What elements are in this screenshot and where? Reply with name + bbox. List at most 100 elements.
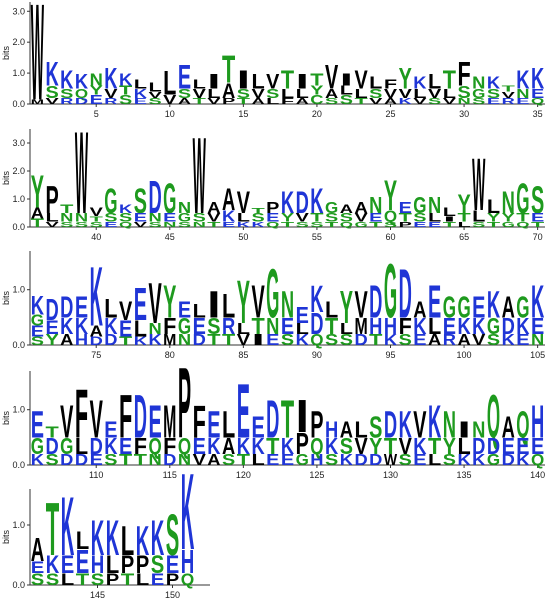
logo-letter: V (237, 185, 250, 220)
logo-letter: A (207, 200, 220, 217)
x-tick-label: 50 (238, 232, 248, 242)
logo-letter: L (472, 208, 486, 225)
logo-letter: V (443, 96, 457, 106)
logo-letter: D (384, 403, 397, 446)
logo-letter: L (251, 69, 264, 94)
logo-letter: T (531, 220, 544, 229)
logo-letter: S (178, 86, 191, 100)
logo-letter: D (193, 332, 206, 349)
logo-letter: P (166, 571, 180, 590)
logo-letter: E (266, 332, 279, 349)
logo-letter: Y (384, 172, 397, 220)
logo-letter: P (136, 551, 150, 579)
y-tick-label: 1.0 (12, 68, 25, 78)
logo-letter: K (310, 277, 323, 320)
logo-letter: E (166, 551, 180, 579)
logo-letter: E (134, 211, 147, 224)
logo-letter: N (443, 403, 456, 446)
logo-letter: E (119, 316, 132, 342)
logo-letter: V (207, 96, 221, 106)
logo-letter: E (193, 434, 206, 460)
logo-letter: L (134, 316, 147, 342)
logo-letter: A (354, 200, 367, 217)
logo-letter: F (281, 96, 294, 106)
logo-letter: L (413, 86, 426, 100)
logo-letter: Q (531, 96, 544, 106)
logo-letter: T (384, 434, 397, 460)
logo-letter: L (443, 86, 456, 100)
logo-letter: N (148, 452, 161, 469)
x-tick-label: 150 (165, 590, 180, 600)
logo-letter: S (384, 220, 397, 229)
logo-letter: G (163, 175, 176, 223)
x-tick-label: 15 (238, 109, 248, 119)
logo-letter: L (340, 83, 353, 97)
logo-letter: K (340, 452, 353, 469)
logo-letter: L (75, 434, 88, 460)
logo-letter: F (119, 381, 132, 450)
logo-letter: T (45, 424, 59, 441)
logo-letter: E (502, 434, 515, 460)
logo-letter: F (193, 395, 206, 447)
logo-letter: G (325, 200, 338, 217)
y-tick-label: 1.0 (12, 405, 25, 415)
logo-letter: K (90, 250, 103, 344)
logo-letter: N (90, 71, 103, 90)
logo-letter: P (121, 551, 135, 579)
logo-letter: G (502, 220, 515, 229)
logo-letter: V (354, 283, 367, 326)
logo-letter: V (472, 332, 486, 349)
logo-letter: V (148, 90, 162, 100)
logo-letter: Y (399, 61, 413, 95)
logo-letter: K (384, 332, 397, 349)
logo-letter: Q (148, 434, 161, 460)
logo-letter: Y (237, 267, 250, 336)
logo-letter: D (354, 332, 367, 349)
logo-letter: N (516, 86, 529, 100)
logo-letter: L (237, 211, 251, 224)
logo-letter: Q (487, 381, 500, 450)
logo-letter: K (104, 61, 117, 95)
logo-letter: L (104, 294, 117, 324)
logo-letter: F (399, 314, 412, 340)
y-axis-label: bits (1, 291, 11, 306)
logo-letter: K (399, 403, 412, 446)
logo-letter: T (237, 452, 251, 469)
logo-letter: S (193, 211, 206, 224)
logo-letter: K (148, 332, 161, 349)
logo-letter: D (369, 452, 382, 469)
logo-letter: K (151, 511, 165, 566)
logo-letter: V (60, 395, 73, 447)
logo-letter: E (222, 220, 235, 229)
logo-letter: P (399, 220, 412, 229)
logo-letter: K (45, 56, 58, 94)
logo-letter: L (207, 86, 220, 100)
logo-letter: S (148, 220, 161, 229)
logo-letter: D (90, 434, 103, 460)
logo-letter: E (31, 559, 45, 578)
logo-letter: Q (310, 332, 323, 349)
logo-letter: G (266, 255, 279, 332)
logo-letter: V (413, 403, 426, 446)
logo-letter: N (502, 185, 515, 220)
logo-letter: K (296, 332, 309, 349)
logo-letter: K (31, 452, 44, 469)
logo-letter: K (516, 452, 529, 469)
logo-letter: T (443, 66, 457, 95)
logo-letter: L (457, 434, 470, 460)
logo-letter: V (325, 59, 339, 97)
logo-letter: T (325, 220, 338, 229)
logo-letter: L (134, 77, 147, 91)
logo-letter: S (75, 220, 88, 229)
logo-letter: N (472, 417, 485, 443)
logo-letter: G (354, 220, 367, 229)
logo-letter: A (207, 452, 220, 469)
logo-letter: V (119, 297, 133, 327)
x-tick-label: 125 (309, 470, 324, 480)
logo-letter: E (443, 314, 456, 340)
logo-letter: G (516, 175, 529, 223)
logo-letter: D (296, 185, 309, 220)
logo-letter: Y (369, 434, 382, 460)
logo-letter: D (45, 293, 58, 327)
